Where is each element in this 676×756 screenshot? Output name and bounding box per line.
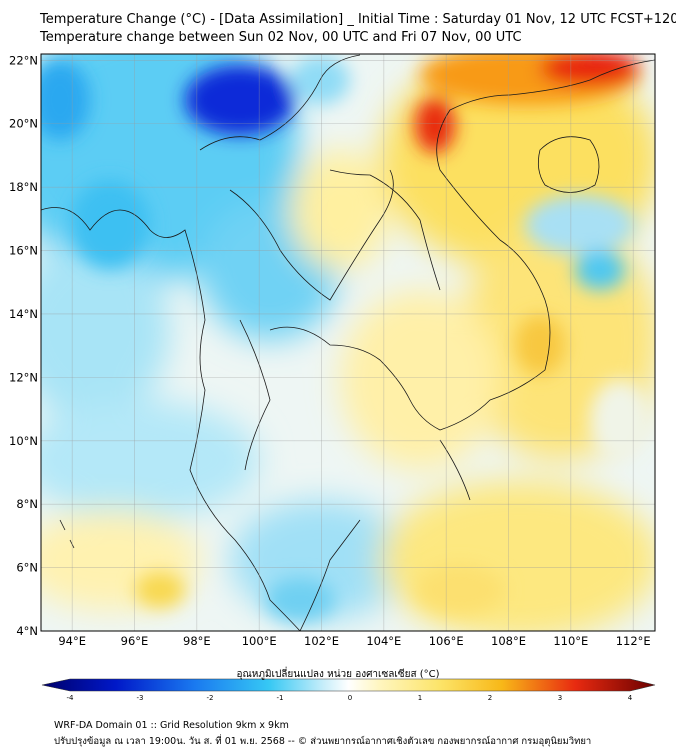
lon-tick-label: 106°E (429, 634, 464, 648)
lon-tick-label: 108°E (491, 634, 526, 648)
lon-tick-label: 102°E (304, 634, 339, 648)
colorbar-tick-label: 4 (628, 694, 633, 702)
lon-tick-label: 100°E (242, 634, 277, 648)
chart-title: Temperature Change (°C) - [Data Assimila… (40, 12, 676, 27)
lat-tick-label: 10°N (9, 434, 38, 448)
lat-tick-label: 14°N (9, 307, 38, 321)
lon-tick-label: 98°E (183, 634, 211, 648)
colorbar-tick-label: 1 (418, 694, 422, 702)
colorbar-bar (41, 678, 656, 692)
colorbar-tick-label: -3 (137, 694, 144, 702)
lat-tick-label: 8°N (16, 497, 38, 511)
colorbar-tick-label: 3 (558, 694, 562, 702)
footer-update-info: ปรับปรุงข้อมูล ณ เวลา 19:00น. วัน ส. ที่… (54, 736, 592, 747)
lat-tick-label: 12°N (9, 370, 38, 384)
colorbar-tick-label: 2 (488, 694, 492, 702)
coastlines-borders (41, 54, 655, 631)
gridlines (41, 54, 655, 632)
lat-tick-label: 16°N (9, 244, 38, 258)
colorbar-tick-label: 0 (348, 694, 352, 702)
lon-tick-label: 104°E (366, 634, 401, 648)
colorbar-label: อุณหภูมิเปลี่ยนแปลง หน่วย องศาเซลเซียส (… (236, 669, 440, 680)
lat-tick-label: 20°N (9, 117, 38, 131)
colorbar-tick-label: -4 (67, 694, 75, 702)
chart-subtitle: Temperature change between Sun 02 Nov, 0… (40, 30, 522, 45)
colorbar-tick-label: -2 (207, 694, 214, 702)
lon-tick-label: 94°E (58, 634, 86, 648)
map-frame (40, 53, 656, 632)
lat-tick-label: 4°N (16, 624, 38, 638)
lon-tick-label: 110°E (553, 634, 588, 648)
lon-tick-label: 96°E (121, 634, 149, 648)
lat-tick-label: 22°N (9, 53, 38, 67)
lat-tick-label: 18°N (9, 180, 38, 194)
colorbar-tick-label: -1 (277, 694, 284, 702)
footer-model-info: WRF-DA Domain 01 :: Grid Resolution 9km … (54, 720, 289, 731)
lat-tick-label: 6°N (16, 561, 38, 575)
temperature-field (41, 54, 655, 631)
colorbar: -4 -3 -2 -1 0 1 2 3 4 (41, 678, 656, 702)
lon-tick-label: 112°E (616, 634, 651, 648)
